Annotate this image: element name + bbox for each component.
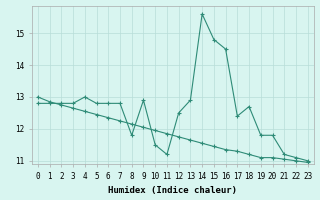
X-axis label: Humidex (Indice chaleur): Humidex (Indice chaleur) (108, 186, 237, 195)
